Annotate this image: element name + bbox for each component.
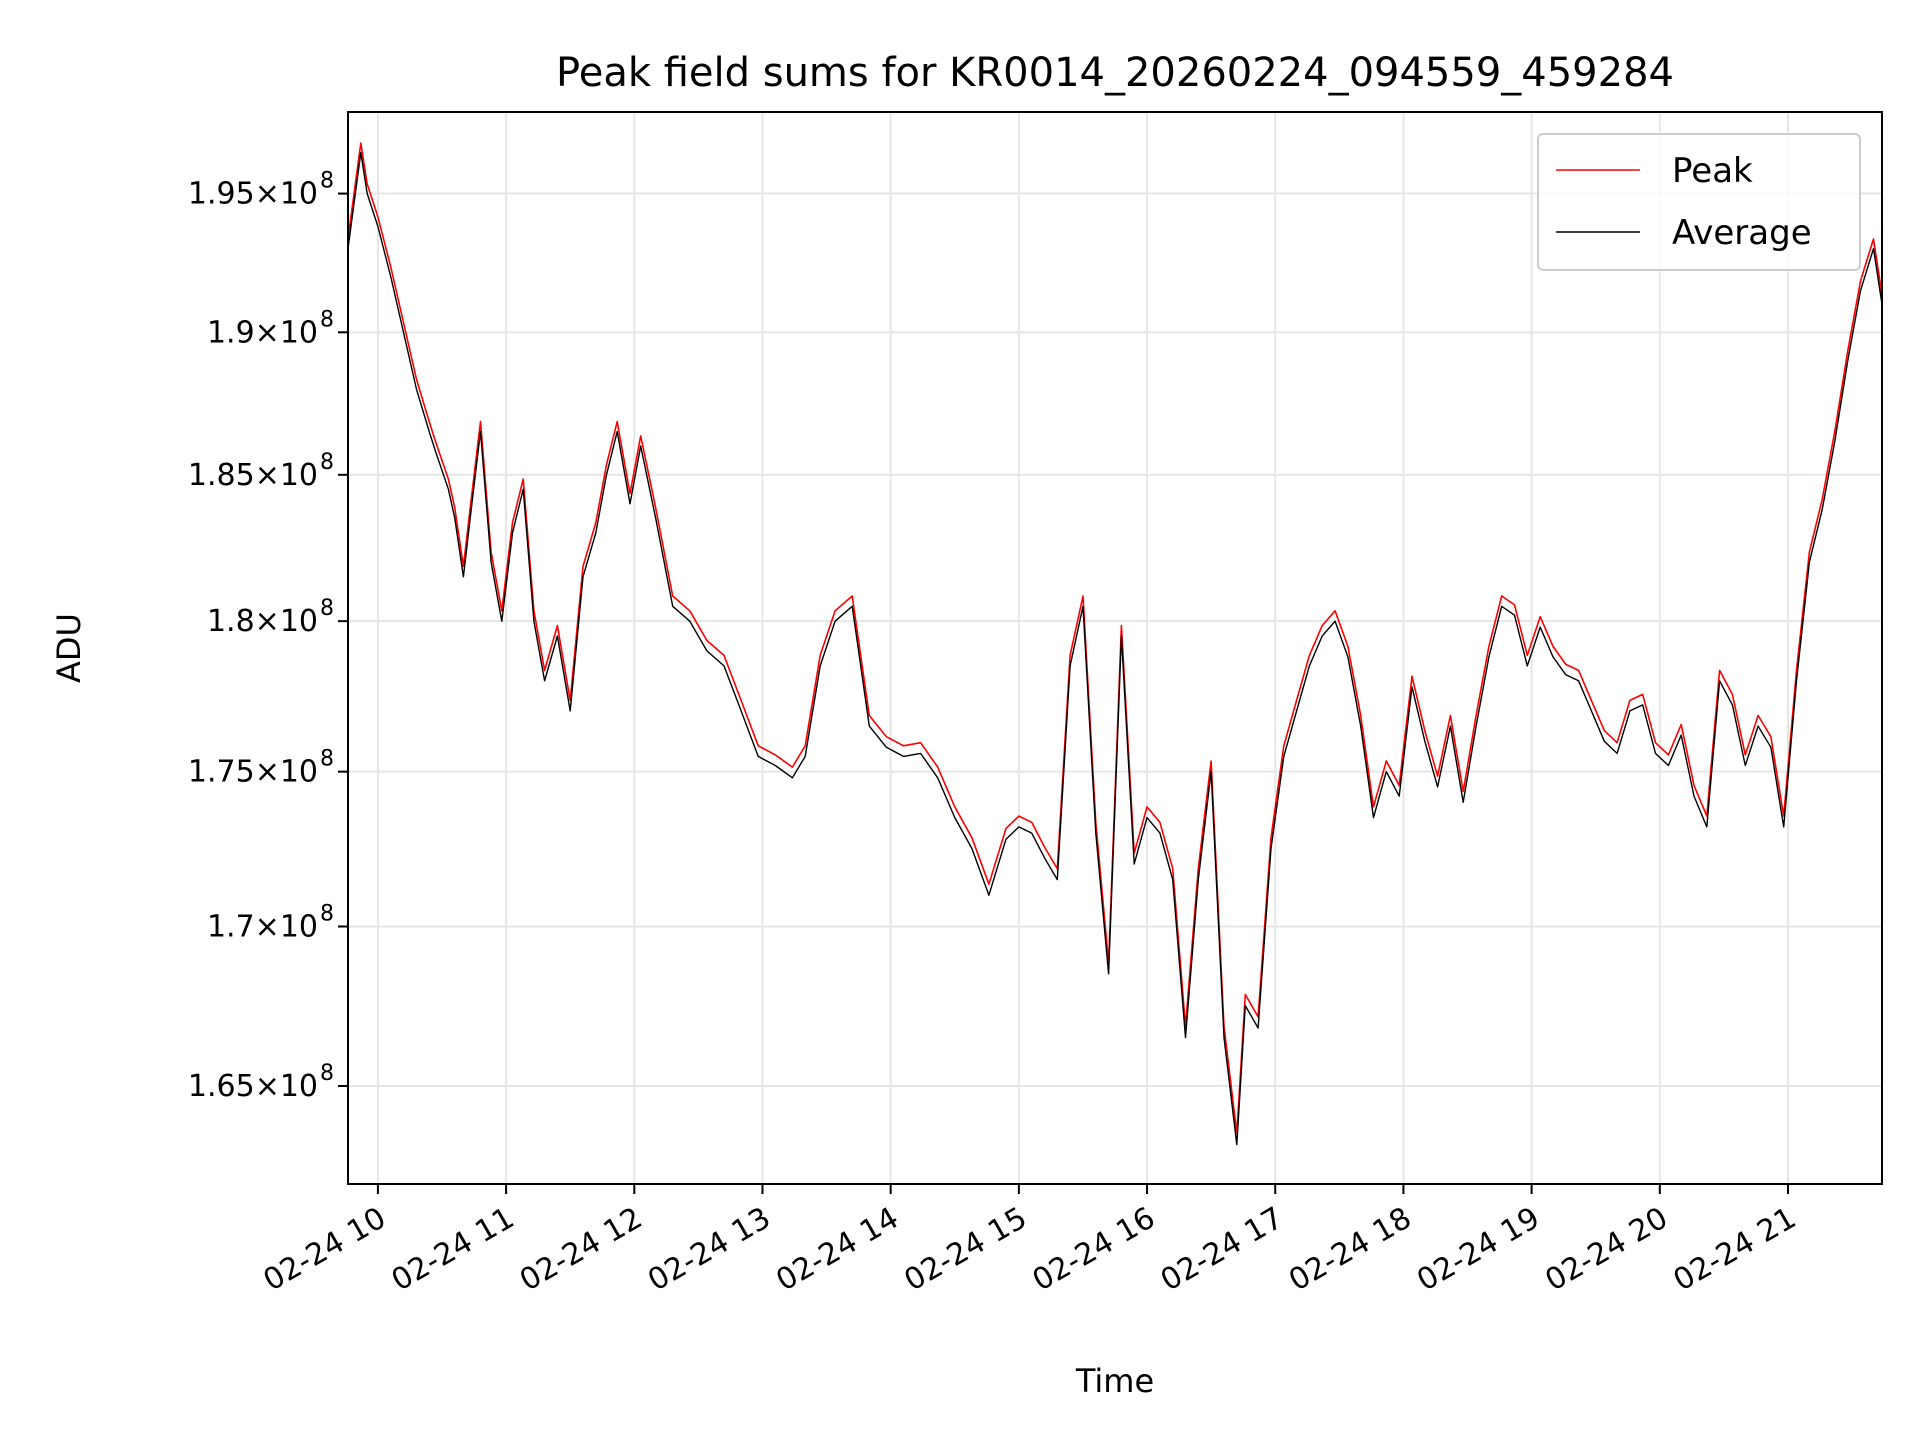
x-tick-label: 02-24 11	[386, 1201, 520, 1299]
x-tick-label: 02-24 10	[258, 1201, 392, 1299]
x-tick-label: 02-24 17	[1155, 1201, 1289, 1299]
series-line-peak	[348, 142, 1882, 1134]
y-tick-exponent: 8	[320, 1061, 334, 1086]
y-tick-label: 1.8×10	[207, 604, 318, 639]
y-tick-label: 1.7×10	[207, 910, 318, 945]
grid-lines	[348, 112, 1882, 1184]
x-tick-label: 02-24 20	[1539, 1201, 1673, 1299]
y-tick-exponent: 8	[320, 169, 334, 194]
y-tick-label: 1.75×10	[188, 755, 318, 790]
y-tick-exponent: 8	[320, 902, 334, 927]
x-tick-label: 02-24 15	[899, 1201, 1033, 1299]
plot-lines	[348, 142, 1882, 1146]
x-tick-label: 02-24 19	[1411, 1201, 1545, 1299]
y-tick-exponent: 8	[320, 450, 334, 475]
legend-label-average: Average	[1672, 213, 1812, 253]
y-tick-exponent: 8	[320, 747, 334, 772]
y-tick-label: 1.65×10	[188, 1069, 318, 1104]
y-tick-label: 1.85×10	[188, 458, 318, 493]
x-axis-label: Time	[1075, 1362, 1154, 1400]
series-line-average	[348, 151, 1882, 1146]
x-tick-label: 02-24 14	[770, 1201, 904, 1299]
y-tick-label: 1.95×10	[188, 177, 318, 212]
chart-title: Peak field sums for KR0014_20260224_0945…	[556, 50, 1674, 96]
x-tick-label: 02-24 13	[642, 1201, 776, 1299]
y-axis: 1.65×10 81.7×10 81.75×10 81.8×10 81.85×10 81.…	[188, 169, 348, 1104]
y-tick-exponent: 8	[320, 307, 334, 332]
y-tick-label: 1.9×10	[207, 315, 318, 350]
y-tick-exponent: 8	[320, 596, 334, 621]
legend: Peak Average	[1537, 133, 1861, 271]
legend-box	[1537, 133, 1861, 271]
x-tick-label: 02-24 16	[1027, 1201, 1161, 1299]
y-axis-label: ADU	[50, 613, 88, 683]
x-tick-label: 02-24 12	[514, 1201, 648, 1299]
x-tick-label: 02-24 18	[1283, 1201, 1417, 1299]
plot-frame	[347, 111, 1883, 1185]
x-tick-label: 02-24 21	[1668, 1201, 1802, 1299]
legend-label-peak: Peak	[1672, 151, 1753, 191]
